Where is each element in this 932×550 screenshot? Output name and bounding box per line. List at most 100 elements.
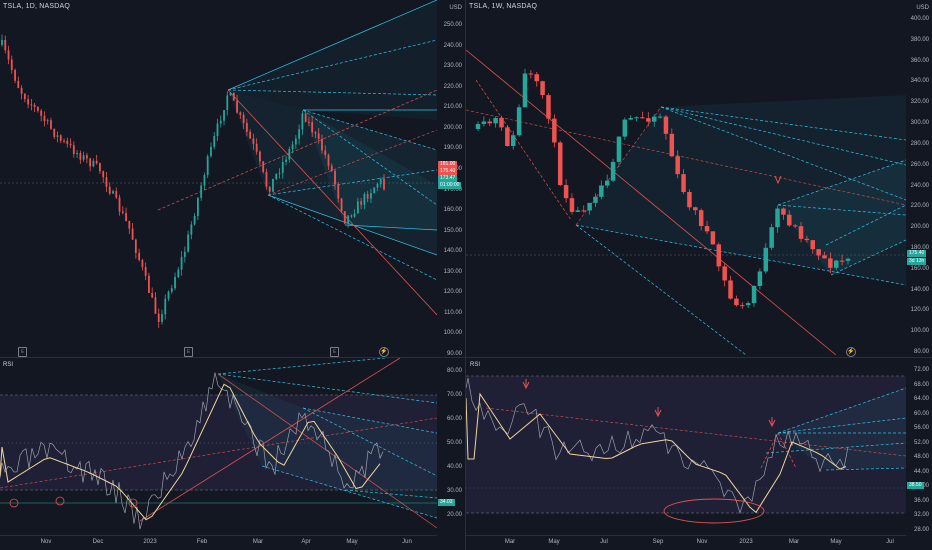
candle xyxy=(487,121,492,124)
right-price-axis[interactable]: USD 400.00 380.00 360.00 340.00 320.00 300.00… xyxy=(906,0,932,355)
pitchfork-line xyxy=(217,373,437,404)
axis-tick-label: 30.00 xyxy=(446,488,462,494)
candle xyxy=(223,110,225,121)
pane-divider[interactable] xyxy=(466,357,932,358)
right-rsi-chart[interactable] xyxy=(466,358,906,534)
time-axis-label: 2023 xyxy=(739,539,753,545)
pitchfork-line xyxy=(267,169,437,196)
axis-tick-label: 80.00 xyxy=(446,368,462,374)
candle xyxy=(616,136,622,162)
right-price-chart[interactable] xyxy=(466,0,906,355)
candle xyxy=(610,161,616,181)
pitchfork-line xyxy=(267,194,437,256)
price-badge: 3d 13h xyxy=(907,258,927,265)
axis-tick-label: 110.00 xyxy=(444,309,462,316)
candle xyxy=(59,135,62,141)
candle xyxy=(334,170,336,185)
axis-tick-label: 68.00 xyxy=(913,381,929,388)
axis-tick-label: 400.00 xyxy=(910,16,929,22)
left-time-axis[interactable]: Nov Dec 2023 Feb Mar Apr May Jun xyxy=(0,535,437,550)
candle xyxy=(187,234,190,252)
candle xyxy=(308,121,310,123)
candle xyxy=(30,104,33,106)
axis-tick-label: 200.00 xyxy=(443,124,462,131)
candle xyxy=(134,239,137,253)
candle xyxy=(167,291,170,299)
left-price-axis[interactable]: USD 250.00 240.00 230.00 220.00 210.00 200.00… xyxy=(437,0,465,357)
rsi-value-badge: 38.50 xyxy=(907,482,924,489)
candle xyxy=(534,74,539,82)
candle xyxy=(510,135,516,146)
candle xyxy=(350,215,353,217)
time-axis-label: Apr xyxy=(301,539,311,545)
axis-tick-label: 40.00 xyxy=(446,464,462,470)
earnings-icon[interactable]: E xyxy=(18,347,27,357)
earnings-icon[interactable]: E xyxy=(330,347,339,357)
candle xyxy=(23,93,26,100)
candle xyxy=(376,184,379,188)
axis-tick-label: 220.00 xyxy=(443,83,462,90)
candle xyxy=(787,214,792,226)
candle xyxy=(693,207,698,211)
candle xyxy=(373,187,376,194)
trend-line xyxy=(466,49,837,355)
candle xyxy=(232,92,235,101)
candle xyxy=(63,140,65,142)
axis-tick-label: 160.00 xyxy=(443,207,462,214)
candle xyxy=(245,122,248,132)
axis-tick-label: 340.00 xyxy=(910,78,929,85)
candle xyxy=(40,110,43,116)
candle xyxy=(347,215,349,224)
trend-line xyxy=(475,79,572,221)
candle xyxy=(183,251,186,258)
left-rsi-chart[interactable] xyxy=(0,358,437,534)
candle xyxy=(151,292,154,298)
candle xyxy=(304,113,307,122)
candle xyxy=(272,178,274,192)
candle xyxy=(839,260,845,262)
pane-divider[interactable] xyxy=(0,357,465,358)
down-arrow-icon xyxy=(654,407,662,418)
candle xyxy=(53,128,56,137)
candle xyxy=(505,127,510,146)
candle xyxy=(816,249,821,256)
axis-tick-label: 36.00 xyxy=(913,497,929,504)
rsi-moving-average xyxy=(466,392,847,514)
axis-tick-label: 60.00 xyxy=(913,410,929,417)
axis-tick-label: 60.00 xyxy=(446,416,462,422)
time-axis-divider xyxy=(466,535,906,536)
candle xyxy=(311,122,314,133)
candle xyxy=(810,240,816,250)
right-time-axis[interactable]: Mar May Jul Sep Nov 2023 Mar May Jul xyxy=(466,535,906,550)
pitchfork-line xyxy=(302,407,437,477)
candle xyxy=(298,129,301,139)
price-badge: 181.00 xyxy=(438,161,458,168)
candle xyxy=(340,198,343,212)
pitchfork-line xyxy=(825,467,906,471)
right-rsi-axis[interactable]: 72.00 68.00 64.00 60.00 56.00 52.00 48.00 44.00… xyxy=(906,358,932,534)
time-axis-label: May xyxy=(830,539,842,545)
candle xyxy=(687,191,692,208)
lightning-icon[interactable]: ⚡ xyxy=(379,347,389,357)
axis-tick-label: 140.00 xyxy=(910,286,929,293)
left-chart-title: TSLA, 1D, NASDAQ xyxy=(3,3,70,10)
trend-line xyxy=(267,129,437,196)
earnings-icon[interactable]: E xyxy=(184,347,193,357)
time-axis-label: May xyxy=(346,539,358,545)
candle xyxy=(763,247,769,272)
axis-tick-label: 130.00 xyxy=(443,268,462,275)
candle xyxy=(278,172,281,174)
candle xyxy=(242,114,245,123)
candle xyxy=(546,95,551,119)
divergence-marker xyxy=(55,496,65,506)
candle xyxy=(206,156,209,175)
candle xyxy=(734,298,739,306)
candle xyxy=(669,133,675,157)
candle xyxy=(252,138,255,144)
left-price-chart[interactable] xyxy=(0,0,437,355)
candle xyxy=(112,191,114,194)
candle xyxy=(291,144,294,150)
lightning-icon[interactable]: ⚡ xyxy=(846,347,856,357)
left-rsi-axis[interactable]: 80.00 70.00 60.00 50.00 40.00 30.00 20.00 34.0… xyxy=(437,358,465,534)
candle xyxy=(657,116,663,118)
